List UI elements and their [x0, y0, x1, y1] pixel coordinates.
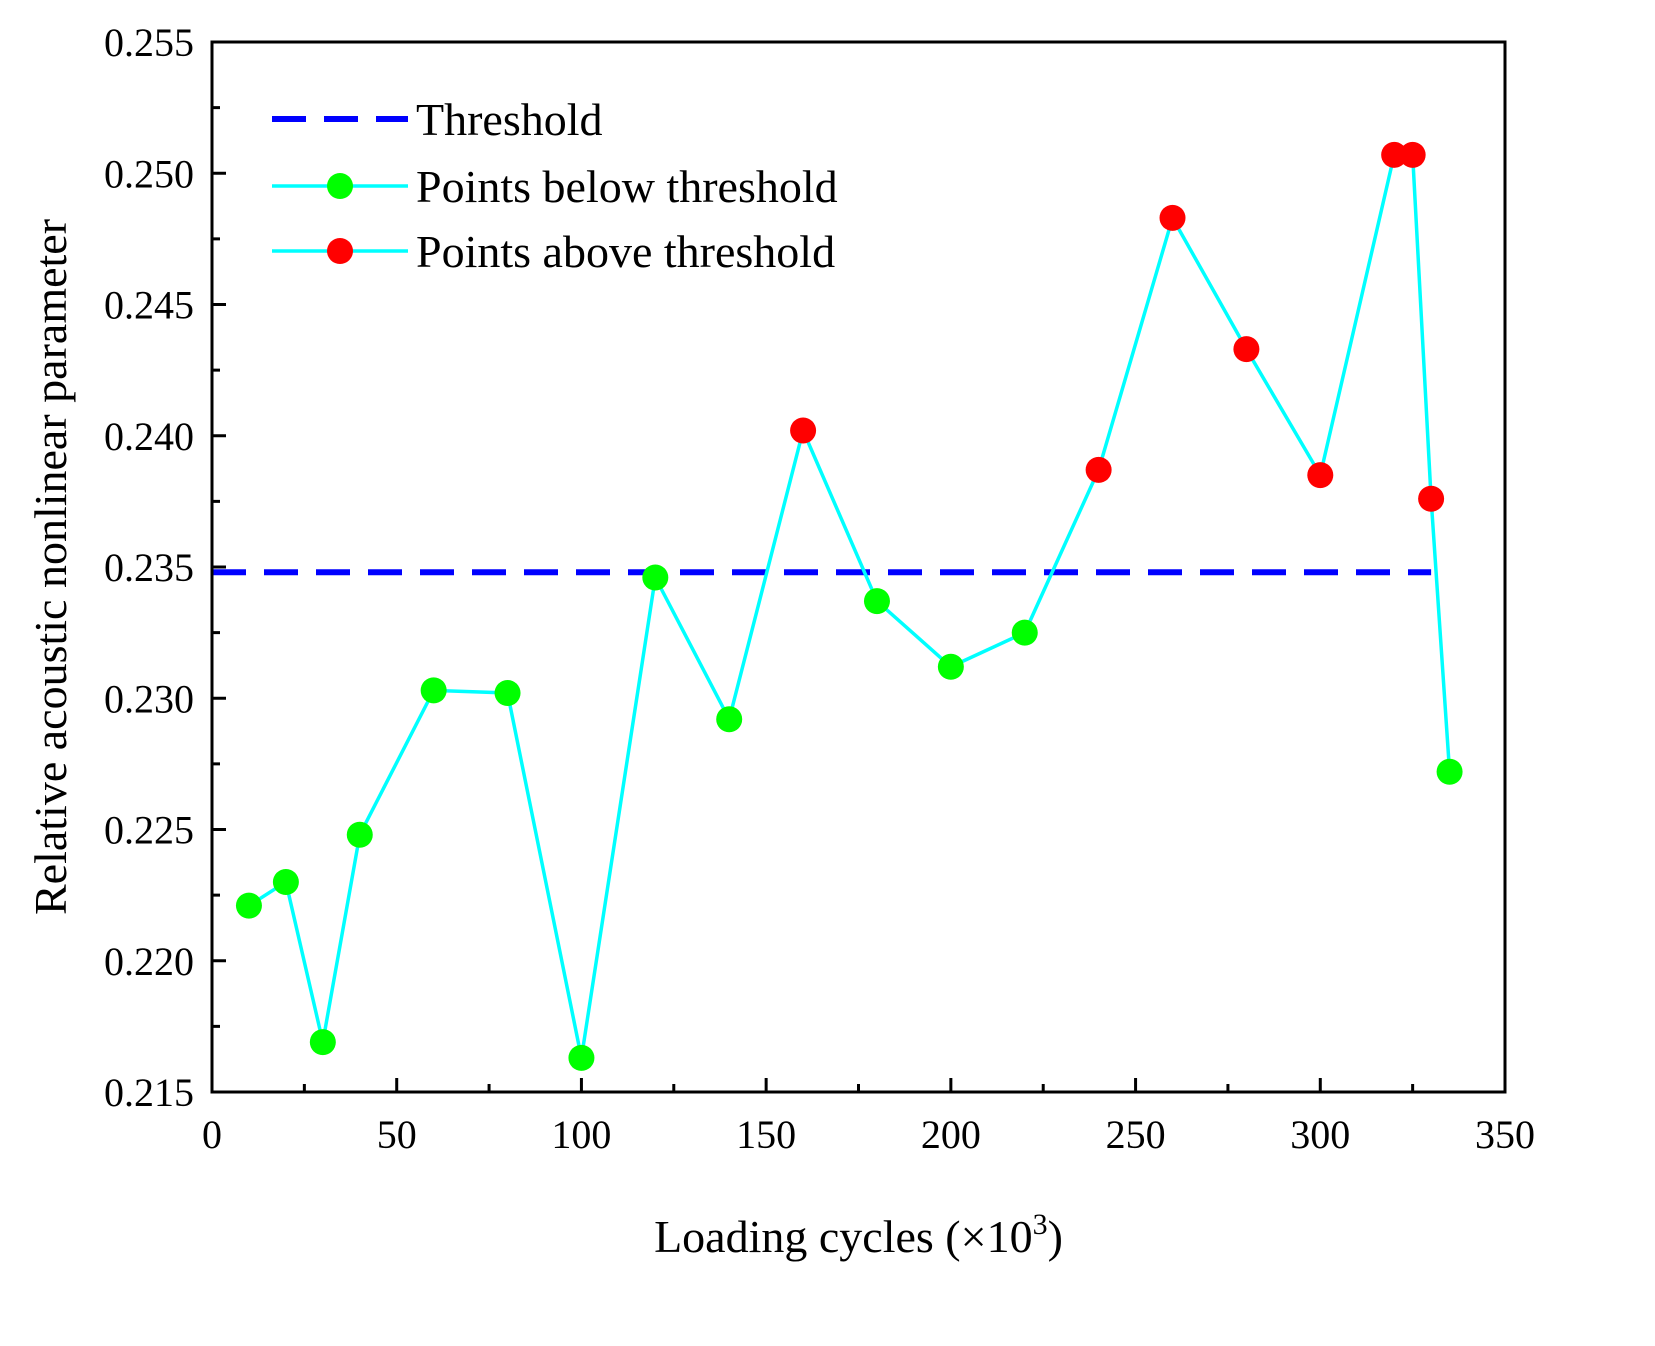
- x-tick-label: 300: [1290, 1112, 1350, 1157]
- x-axis-label: Loading cycles (×103): [654, 1208, 1063, 1262]
- data-point-below: [235, 892, 262, 919]
- y-tick-label: 0.245: [104, 283, 194, 328]
- legend-label: Points above threshold: [416, 226, 835, 277]
- data-layer: [212, 141, 1463, 1071]
- y-tick-label: 0.230: [104, 676, 194, 721]
- data-point-above: [1233, 336, 1260, 363]
- data-point-below: [568, 1044, 595, 1071]
- data-point-above: [1307, 462, 1334, 489]
- x-tick-label: 250: [1106, 1112, 1166, 1157]
- legend-label: Points below threshold: [416, 161, 838, 212]
- data-point-below: [716, 706, 743, 733]
- y-tick-label: 0.215: [104, 1070, 194, 1115]
- data-point-below: [272, 869, 299, 895]
- data-point-above: [790, 417, 817, 444]
- data-point-below: [494, 680, 521, 706]
- legend: Threshold Points below threshold Points ab…: [272, 94, 838, 277]
- data-point-below: [642, 564, 669, 591]
- data-point-below: [420, 677, 447, 704]
- axis-layer: 0 50 100 150 200 250 300 350 0.215 0.220 0.225 0.23…: [104, 20, 1535, 1157]
- data-point-above: [1159, 204, 1186, 231]
- y-tick-label: 0.255: [104, 20, 194, 65]
- axes-frame: [210, 40, 1507, 1094]
- x-tick-label: 150: [736, 1112, 796, 1157]
- y-tick-label: 0.220: [104, 939, 194, 984]
- data-point-above: [1418, 485, 1445, 512]
- x-tick-label: 0: [202, 1112, 222, 1157]
- data-point-above: [1085, 456, 1112, 483]
- y-tick-label: 0.250: [104, 151, 194, 196]
- x-tick-label: 200: [921, 1112, 981, 1157]
- x-tick-label: 350: [1475, 1112, 1535, 1157]
- x-axis-label-close: ): [1048, 1211, 1063, 1262]
- x-tick-label: 100: [551, 1112, 611, 1157]
- data-point-below: [346, 821, 373, 848]
- data-point-below: [863, 588, 890, 615]
- data-point-above: [1381, 141, 1408, 168]
- y-axis-label: Relative acoustic nonlinear parameter: [25, 219, 76, 915]
- x-axis-label-main: Loading cycles (×10: [654, 1211, 1033, 1262]
- series-line: [248, 153, 1452, 1059]
- y-tick-label: 0.240: [104, 414, 194, 459]
- data-point-below: [1011, 619, 1038, 646]
- legend-label: Threshold: [416, 94, 603, 145]
- data-point-below: [1436, 758, 1463, 785]
- data-point-above: [1399, 141, 1426, 168]
- legend-marker-swatch: [327, 238, 353, 264]
- y-tick-label: 0.225: [104, 808, 194, 853]
- data-point-below: [309, 1029, 336, 1056]
- legend-marker-swatch: [327, 173, 353, 199]
- data-point-below: [937, 653, 964, 680]
- y-tick-label: 0.235: [104, 545, 194, 590]
- x-axis-label-superscript: 3: [1033, 1208, 1048, 1241]
- x-tick-label: 50: [377, 1112, 417, 1157]
